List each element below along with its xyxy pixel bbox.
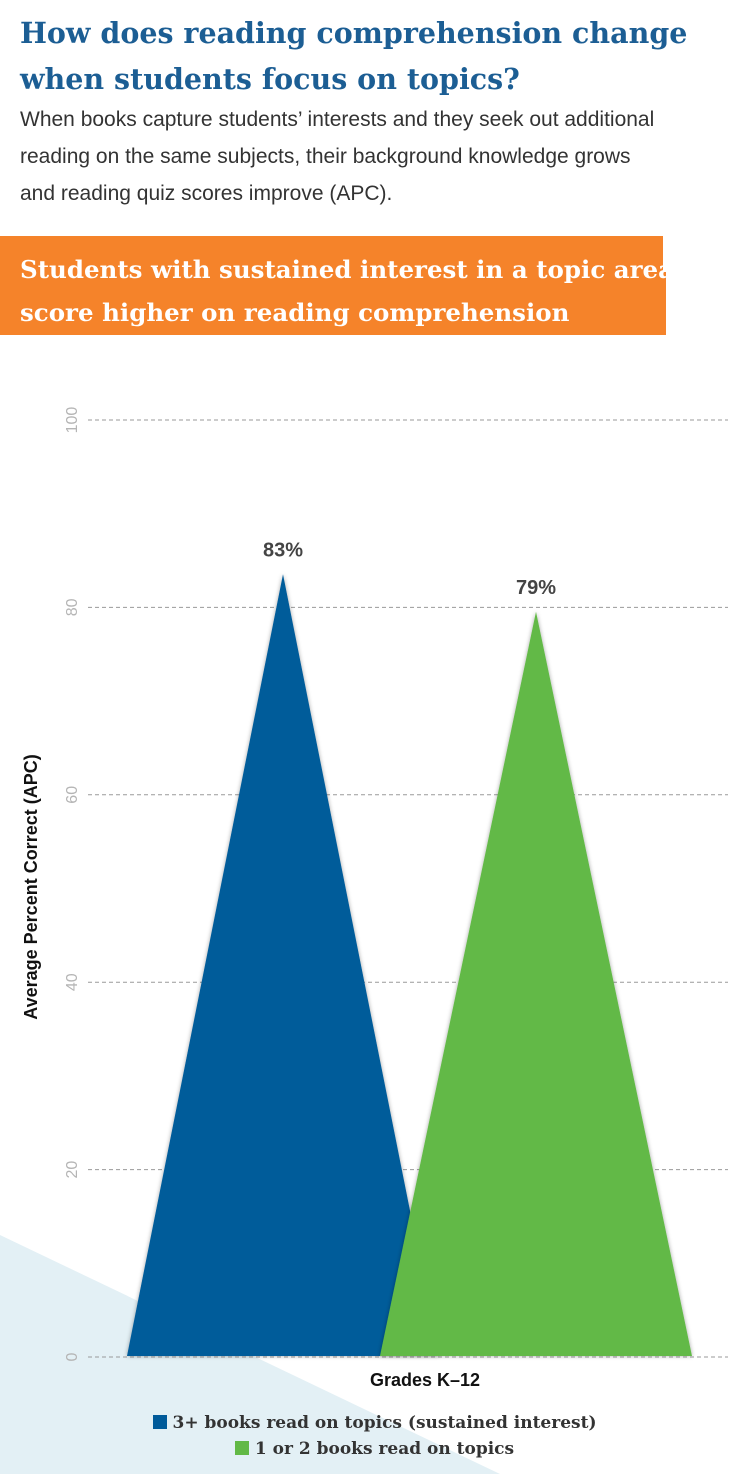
data-labels: 83% 79%: [263, 539, 556, 598]
banner-shape: [0, 236, 666, 335]
data-label-one-or-two-books: 79%: [516, 577, 556, 599]
page-title: How does reading comprehension change wh…: [20, 16, 688, 96]
intro-paragraph: When books capture students’ interests a…: [20, 108, 655, 205]
legend-label-sustained: 3+ books read on topics (sustained inter…: [172, 1413, 597, 1433]
legend-item-few: 1 or 2 books read on topics: [0, 1436, 749, 1462]
y-tick-label-40: 40: [64, 973, 81, 991]
legend-label-few: 1 or 2 books read on topics: [254, 1439, 515, 1459]
y-tick-label-100: 100: [64, 407, 81, 434]
y-axis-label: Average Percent Correct (APC): [21, 754, 41, 1020]
y-tick-label-80: 80: [64, 598, 81, 616]
y-tick-label-20: 20: [64, 1161, 81, 1179]
bar-one-or-two-books: [380, 611, 692, 1356]
banner-text: Students with sustained interest in a to…: [20, 255, 675, 327]
legend-item-sustained: 3+ books read on topics (sustained inter…: [0, 1410, 749, 1436]
y-tick-label-0: 0: [64, 1352, 81, 1361]
y-axis-ticks: 0 20 40 60 80 100: [64, 407, 81, 1362]
banner-background: [0, 236, 666, 335]
legend: 3+ books read on topics (sustained inter…: [0, 1410, 749, 1462]
x-axis-label: Grades K–12: [369, 1370, 481, 1390]
chart-bars: [127, 574, 692, 1356]
legend-swatch-blue: [152, 1415, 167, 1429]
bar-sustained-interest: [127, 574, 439, 1356]
data-label-sustained-interest: 83%: [263, 539, 303, 561]
legend-swatch-green: [234, 1441, 249, 1455]
y-tick-label-60: 60: [64, 786, 81, 804]
